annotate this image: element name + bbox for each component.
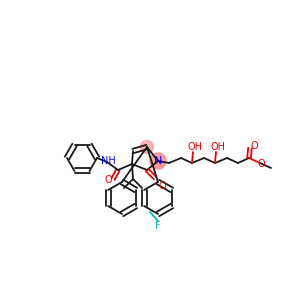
Text: O: O	[250, 141, 258, 151]
Text: O: O	[257, 159, 265, 169]
Text: N: N	[154, 156, 162, 166]
Circle shape	[140, 140, 154, 154]
Text: OH: OH	[188, 142, 202, 152]
Text: O: O	[104, 175, 112, 185]
Text: OH: OH	[211, 142, 226, 152]
Circle shape	[150, 153, 166, 169]
Text: NH: NH	[100, 156, 116, 166]
Text: O: O	[158, 181, 166, 191]
Text: F: F	[155, 221, 161, 231]
